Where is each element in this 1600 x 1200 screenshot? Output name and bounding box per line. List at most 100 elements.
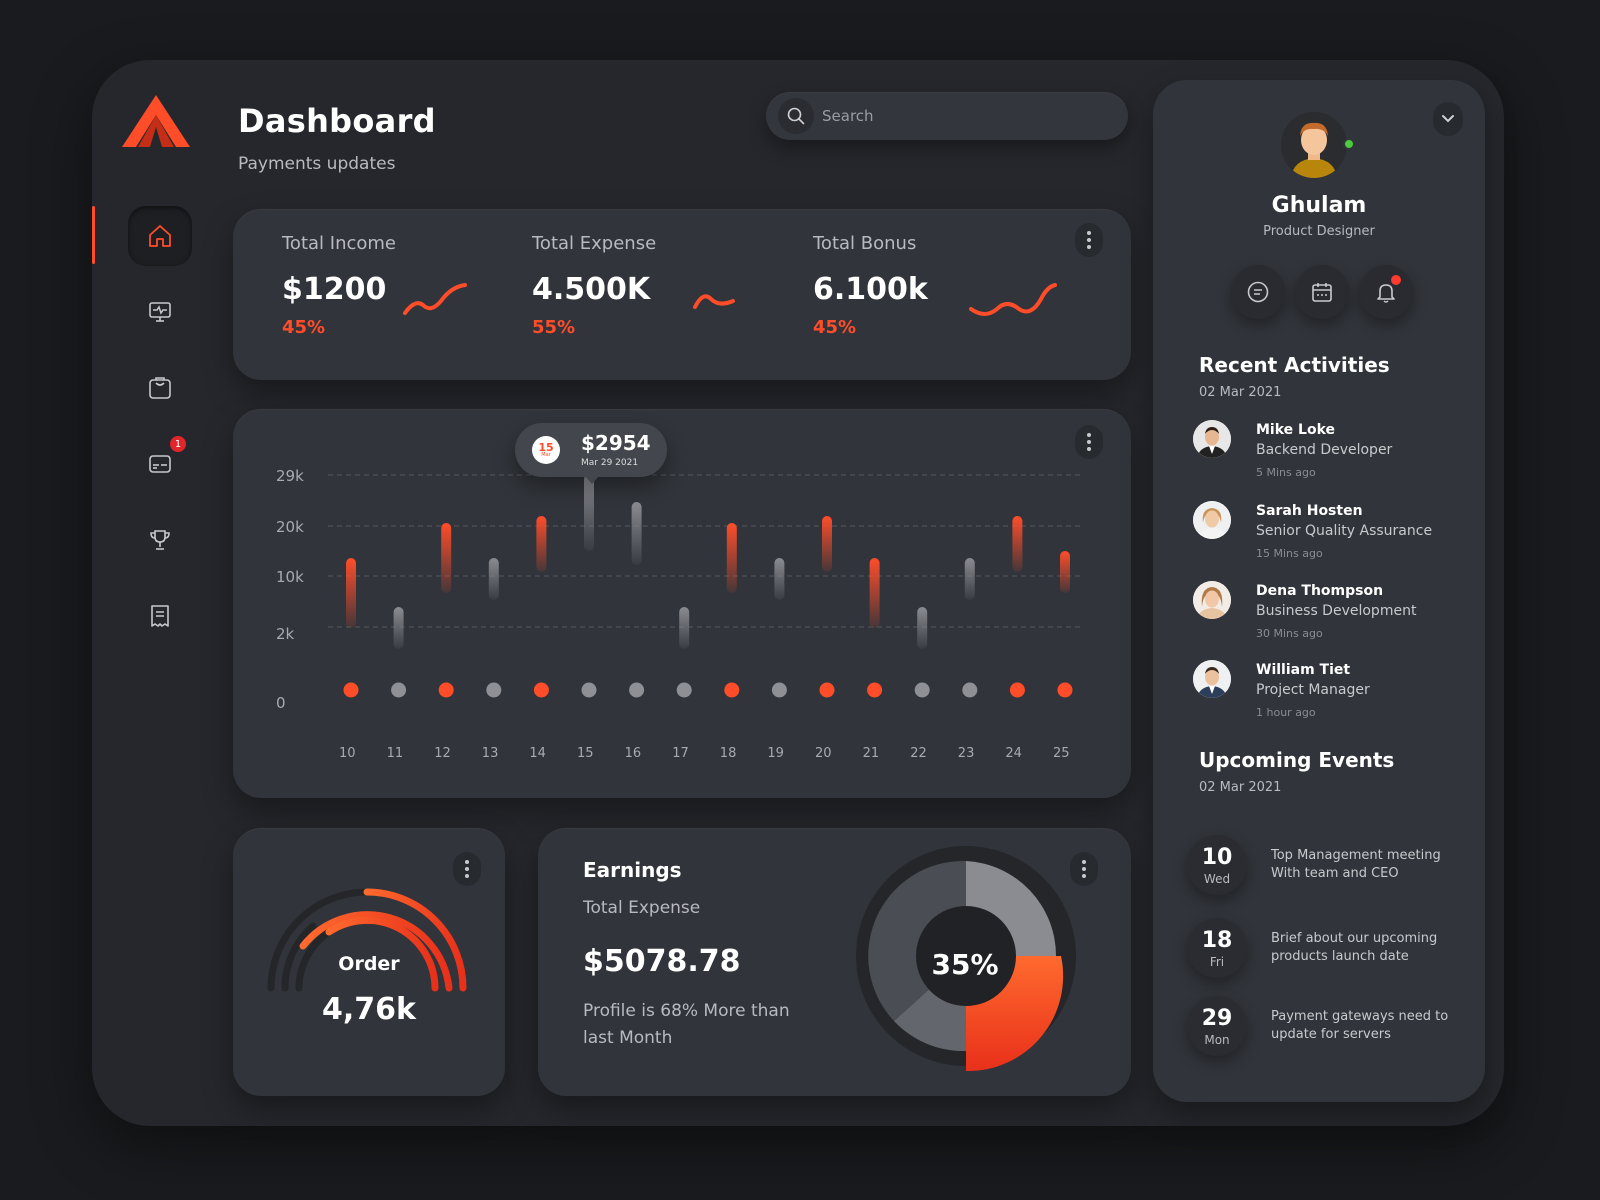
chart-bar[interactable] <box>917 607 928 649</box>
event-weekday: Fri <box>1209 955 1225 969</box>
chart-point[interactable] <box>581 682 597 698</box>
more-button[interactable] <box>453 852 481 886</box>
activity-item[interactable]: Dena Thompson Business Development 30 Mi… <box>1193 581 1463 651</box>
nav-trophy[interactable] <box>128 510 192 570</box>
chart-point[interactable] <box>343 682 359 698</box>
stat-value: 6.100k <box>813 272 928 307</box>
chart-bar[interactable] <box>1060 551 1070 593</box>
chart-bar[interactable] <box>1012 516 1023 572</box>
event-weekday: Wed <box>1203 872 1231 886</box>
activity-role: Backend Developer <box>1256 442 1393 458</box>
event-item[interactable]: 29 Mon Payment gateways need to update f… <box>1187 996 1467 1058</box>
activity-item[interactable]: William Tiet Project Manager 1 hour ago <box>1193 660 1463 730</box>
chart-point[interactable] <box>724 682 740 698</box>
chart-bar[interactable] <box>726 523 737 593</box>
chart-bar[interactable] <box>869 558 880 628</box>
earnings-title: Earnings <box>583 858 682 882</box>
chart-bar[interactable] <box>584 474 594 551</box>
chart-point[interactable] <box>962 682 978 698</box>
chart-bar[interactable] <box>679 607 690 649</box>
chart-bar[interactable] <box>393 607 404 649</box>
calendar-button[interactable] <box>1295 265 1349 319</box>
nav-clipboard[interactable] <box>128 358 192 418</box>
clipboard-icon <box>149 377 171 399</box>
chart-bar[interactable] <box>441 523 452 593</box>
online-status-dot <box>1343 138 1355 150</box>
event-text: Top Management meeting With team and CEO <box>1271 848 1441 881</box>
event-date-badge: 10 Wed <box>1187 835 1247 895</box>
order-value: 4,76k <box>322 992 416 1027</box>
chart-bar[interactable] <box>631 502 642 565</box>
chart-bar[interactable] <box>822 516 832 572</box>
stat-percent: 45% <box>813 317 857 338</box>
chat-icon <box>1247 281 1269 303</box>
y-tick-label: 2k <box>276 625 295 643</box>
chart-bar[interactable] <box>536 516 547 572</box>
brand-logo <box>122 95 190 147</box>
chart-bar[interactable] <box>488 558 499 600</box>
expense-sparkline <box>693 294 735 309</box>
tooltip-amount: $2954 <box>581 431 651 455</box>
chart-point[interactable] <box>819 682 835 698</box>
search-icon[interactable] <box>778 98 814 134</box>
nav-monitor[interactable] <box>128 282 192 342</box>
chart-bar[interactable] <box>774 558 785 600</box>
nav-card[interactable]: 1 <box>128 434 192 494</box>
chart-point[interactable] <box>1057 682 1073 698</box>
chart-point[interactable] <box>533 682 549 698</box>
nav-receipt[interactable] <box>128 586 192 646</box>
search-input[interactable] <box>822 92 1112 140</box>
chart-point[interactable] <box>391 682 407 698</box>
chart-point[interactable] <box>771 682 787 698</box>
chart-point[interactable] <box>676 682 692 698</box>
event-day: 18 <box>1201 928 1233 953</box>
earnings-donut <box>856 846 1076 1072</box>
chart-bar[interactable] <box>964 558 975 600</box>
order-card: Order 4,76k <box>233 828 505 1096</box>
order-label: Order <box>338 953 400 975</box>
tooltip-day-badge: 15 Mar <box>532 436 560 464</box>
y-tick-label: 0 <box>276 694 286 712</box>
upcoming-events-date: 02 Mar 2021 <box>1199 780 1282 795</box>
chart-point[interactable] <box>867 682 883 698</box>
notification-dot <box>1391 275 1401 285</box>
chevron-down-icon[interactable] <box>1433 102 1463 136</box>
payments-chart-card: 29k 20k 10k 2k 0 10 11 12 13 14 15 16 17 18 19 20 21 22 23… <box>233 409 1131 798</box>
recent-activities-date: 02 Mar 2021 <box>1199 385 1282 400</box>
active-indicator <box>92 206 95 264</box>
chart-point[interactable] <box>1009 682 1025 698</box>
activity-item[interactable]: Mike Loke Backend Developer 5 Mins ago <box>1193 420 1463 490</box>
stat-label: Total Expense <box>532 233 657 254</box>
stat-total-bonus: Total Bonus 6.100k 45% <box>813 233 928 338</box>
more-button[interactable] <box>1075 223 1103 257</box>
nav-home[interactable] <box>128 206 192 266</box>
x-tick-label: 19 <box>767 746 784 761</box>
x-tick-label: 11 <box>387 746 404 761</box>
more-button[interactable] <box>1070 852 1098 886</box>
event-item[interactable]: 18 Fri Brief about our upcoming products… <box>1187 918 1467 980</box>
stat-total-expense: Total Expense 4.500K 55% <box>532 233 656 338</box>
search-box[interactable] <box>766 92 1128 140</box>
payments-bar-chart: 29k 20k 10k 2k 0 10 11 12 13 14 15 16 17 18 19 20 21 22 23… <box>276 467 1081 761</box>
more-button[interactable] <box>1075 425 1103 459</box>
y-tick-label: 20k <box>276 518 304 536</box>
donut-segment-dark <box>868 860 966 1021</box>
activity-role: Senior Quality Assurance <box>1256 523 1433 539</box>
calendar-icon <box>1312 283 1332 302</box>
x-tick-label: 13 <box>482 746 499 761</box>
earnings-subtitle: Total Expense <box>583 898 701 918</box>
messages-button[interactable] <box>1231 265 1285 319</box>
stats-card: Total Income $1200 45% Total Expense 4.5… <box>233 209 1131 380</box>
x-tick-label: 23 <box>958 746 975 761</box>
chart-point[interactable] <box>914 682 930 698</box>
stat-value: $1200 <box>282 272 387 307</box>
chart-point[interactable] <box>438 682 454 698</box>
notifications-button[interactable] <box>1359 265 1413 319</box>
event-item[interactable]: 10 Wed Top Management meeting With team … <box>1187 835 1467 897</box>
chart-bar[interactable] <box>346 558 356 628</box>
activity-item[interactable]: Sarah Hosten Senior Quality Assurance 15… <box>1193 501 1463 571</box>
chart-point[interactable] <box>629 682 645 698</box>
avatar[interactable] <box>1281 112 1347 178</box>
chart-point[interactable] <box>486 682 502 698</box>
monitor-icon <box>149 302 171 322</box>
